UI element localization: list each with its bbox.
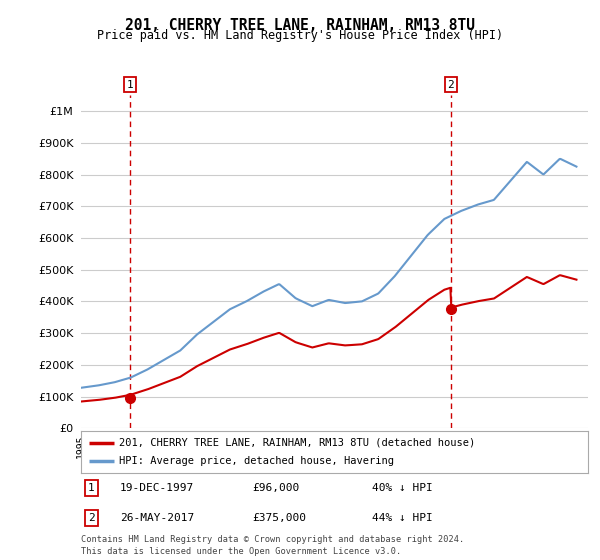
Text: 26-MAY-2017: 26-MAY-2017 (120, 513, 194, 523)
Text: This data is licensed under the Open Government Licence v3.0.: This data is licensed under the Open Gov… (81, 547, 401, 556)
Text: 1: 1 (88, 483, 95, 493)
Text: 19-DEC-1997: 19-DEC-1997 (120, 483, 194, 493)
Text: £375,000: £375,000 (252, 513, 306, 523)
Text: Price paid vs. HM Land Registry's House Price Index (HPI): Price paid vs. HM Land Registry's House … (97, 29, 503, 42)
Text: 1: 1 (127, 80, 133, 90)
Text: Contains HM Land Registry data © Crown copyright and database right 2024.: Contains HM Land Registry data © Crown c… (81, 535, 464, 544)
Text: 201, CHERRY TREE LANE, RAINHAM, RM13 8TU (detached house): 201, CHERRY TREE LANE, RAINHAM, RM13 8TU… (119, 438, 475, 448)
Text: 2: 2 (88, 513, 95, 523)
Text: £96,000: £96,000 (252, 483, 299, 493)
Text: 201, CHERRY TREE LANE, RAINHAM, RM13 8TU: 201, CHERRY TREE LANE, RAINHAM, RM13 8TU (125, 18, 475, 33)
Text: 2: 2 (448, 80, 454, 90)
Text: HPI: Average price, detached house, Havering: HPI: Average price, detached house, Have… (119, 456, 394, 466)
Text: 44% ↓ HPI: 44% ↓ HPI (372, 513, 433, 523)
Text: 40% ↓ HPI: 40% ↓ HPI (372, 483, 433, 493)
